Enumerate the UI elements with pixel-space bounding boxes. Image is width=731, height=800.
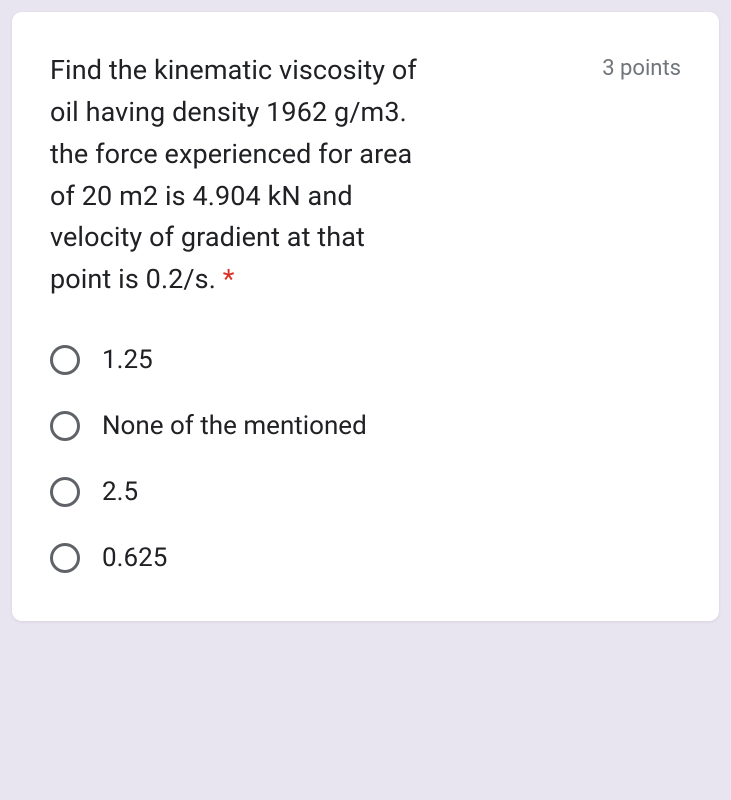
- question-line-4: of 20 m2 is 4.904 kN and: [50, 176, 588, 218]
- radio-icon: [50, 411, 80, 441]
- question-line-1: Find the kinematic viscosity of: [50, 54, 417, 86]
- question-line-3: the force experienced for area: [50, 134, 588, 176]
- question-text-wrapper: Find the kinematic viscosity of oil havi…: [50, 50, 588, 301]
- option-label: 2.5: [102, 477, 138, 507]
- option-2[interactable]: None of the mentioned: [50, 411, 681, 441]
- option-label: None of the mentioned: [102, 411, 367, 441]
- question-line-6: point is 0.2/s.: [50, 263, 216, 295]
- radio-icon: [50, 477, 80, 507]
- options-group: 1.25 None of the mentioned 2.5 0.625: [50, 345, 681, 573]
- option-1[interactable]: 1.25: [50, 345, 681, 375]
- question-line-6-wrapper: point is 0.2/s. *: [50, 259, 588, 301]
- radio-icon: [50, 543, 80, 573]
- option-3[interactable]: 2.5: [50, 477, 681, 507]
- question-line-5: velocity of gradient at that: [50, 217, 588, 259]
- question-header: Find the kinematic viscosity of oil havi…: [50, 50, 681, 301]
- option-4[interactable]: 0.625: [50, 543, 681, 573]
- question-card: Find the kinematic viscosity of oil havi…: [12, 12, 719, 621]
- required-marker: *: [223, 263, 235, 295]
- radio-icon: [50, 345, 80, 375]
- question-text: Find the kinematic viscosity of: [50, 50, 588, 92]
- question-line-2: oil having density 1962 g/m3.: [50, 92, 588, 134]
- option-label: 0.625: [102, 543, 167, 573]
- points-label: 3 points: [602, 56, 681, 81]
- option-label: 1.25: [102, 345, 153, 375]
